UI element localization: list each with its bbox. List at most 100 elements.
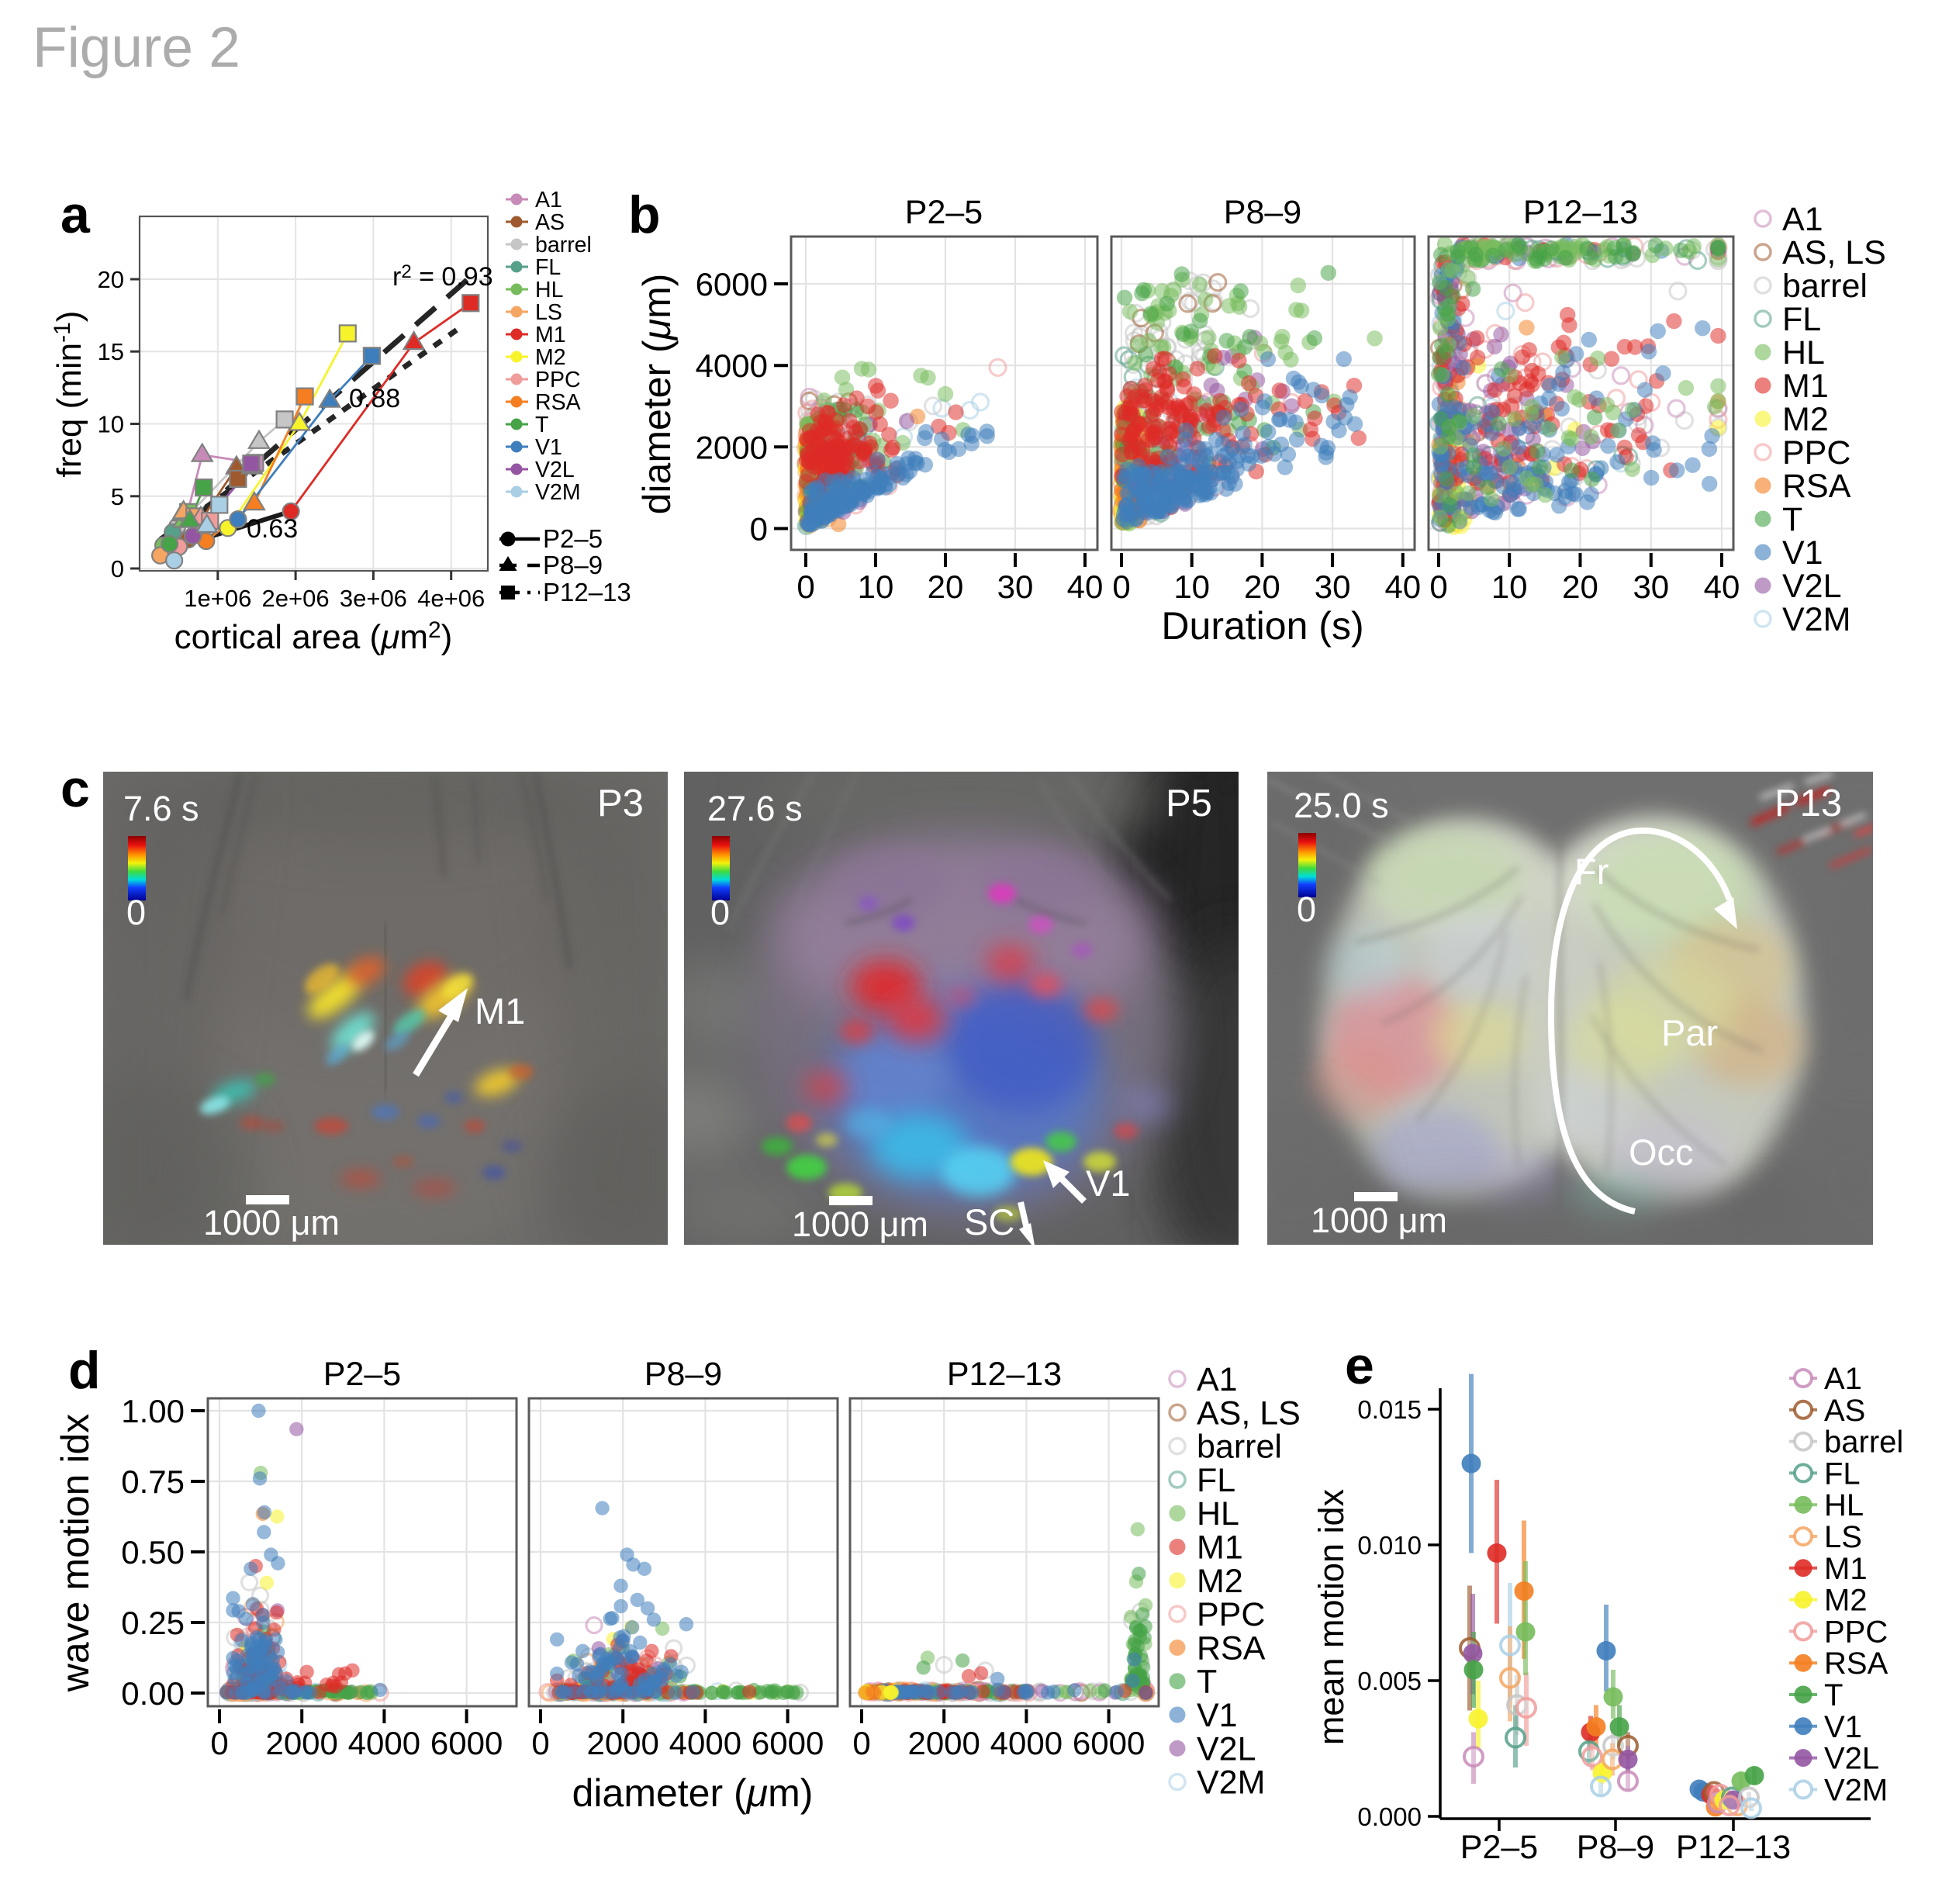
svg-text:V2M: V2M <box>1197 1764 1265 1802</box>
svg-text:b: b <box>628 185 661 244</box>
svg-text:4e+06: 4e+06 <box>417 585 485 612</box>
svg-text:20: 20 <box>1562 568 1598 605</box>
svg-text:40: 40 <box>1384 568 1421 605</box>
svg-text:30: 30 <box>1315 568 1351 605</box>
svg-text:d: d <box>68 1341 101 1400</box>
svg-text:P5: P5 <box>1166 783 1212 824</box>
svg-text:V1: V1 <box>1086 1163 1131 1204</box>
svg-text:0.00: 0.00 <box>121 1675 185 1712</box>
svg-text:diameter (μm): diameter (μm) <box>572 1771 814 1815</box>
svg-text:PPC: PPC <box>1824 1615 1888 1649</box>
svg-text:M1: M1 <box>1782 368 1829 405</box>
svg-text:0: 0 <box>210 1725 228 1761</box>
svg-text:3e+06: 3e+06 <box>340 585 407 612</box>
svg-text:P8–9: P8–9 <box>644 1356 722 1393</box>
svg-text:2000: 2000 <box>696 429 768 465</box>
svg-text:FL: FL <box>535 255 561 280</box>
svg-text:6000: 6000 <box>1073 1725 1145 1761</box>
svg-text:RSA: RSA <box>535 390 581 415</box>
svg-text:RSA: RSA <box>1782 468 1851 505</box>
svg-text:6000: 6000 <box>696 266 768 302</box>
svg-text:10: 10 <box>98 411 124 438</box>
svg-text:A1: A1 <box>1782 201 1823 238</box>
svg-text:20: 20 <box>1244 568 1280 605</box>
svg-text:6000: 6000 <box>752 1725 824 1761</box>
svg-text:barrel: barrel <box>1782 268 1868 305</box>
svg-text:wave motion idx: wave motion idx <box>54 1414 97 1693</box>
svg-text:10: 10 <box>858 568 894 605</box>
svg-text:4000: 4000 <box>990 1725 1063 1761</box>
svg-text:V1: V1 <box>1824 1710 1862 1744</box>
svg-text:M1: M1 <box>1824 1552 1868 1586</box>
svg-text:HL: HL <box>535 278 563 302</box>
svg-text:V2L: V2L <box>1782 568 1842 605</box>
svg-text:PPC: PPC <box>1197 1596 1265 1633</box>
svg-text:T: T <box>535 413 548 437</box>
svg-text:0: 0 <box>852 1725 870 1761</box>
svg-text:0: 0 <box>1429 568 1447 605</box>
svg-text:FL: FL <box>1197 1462 1235 1499</box>
svg-text:6000: 6000 <box>430 1725 503 1761</box>
svg-text:HL: HL <box>1824 1488 1864 1522</box>
svg-text:4000: 4000 <box>669 1725 741 1761</box>
svg-text:AS, LS: AS, LS <box>1782 234 1886 271</box>
svg-text:P13: P13 <box>1774 783 1842 824</box>
svg-text:A1: A1 <box>535 188 562 213</box>
svg-text:AS, LS: AS, LS <box>1197 1394 1301 1432</box>
svg-text:Figure 2: Figure 2 <box>33 16 240 79</box>
svg-text:0.25: 0.25 <box>121 1605 185 1641</box>
svg-text:1000 μm: 1000 μm <box>1311 1201 1447 1240</box>
svg-text:P2–5: P2–5 <box>1460 1829 1538 1866</box>
svg-text:P8–9: P8–9 <box>1224 194 1301 231</box>
svg-text:0.015: 0.015 <box>1357 1395 1422 1424</box>
svg-text:A1: A1 <box>1824 1362 1862 1396</box>
svg-text:0: 0 <box>750 511 768 548</box>
svg-text:0: 0 <box>710 893 730 932</box>
svg-text:cortical area (μm2): cortical area (μm2) <box>175 617 453 656</box>
svg-text:1e+06: 1e+06 <box>184 585 251 612</box>
svg-text:P2–5: P2–5 <box>905 194 983 231</box>
svg-text:c: c <box>60 759 90 818</box>
svg-text:M2: M2 <box>535 345 566 370</box>
svg-text:M1: M1 <box>475 990 525 1031</box>
svg-text:0: 0 <box>126 893 146 932</box>
svg-text:V2M: V2M <box>1824 1773 1888 1807</box>
svg-text:P12–13: P12–13 <box>543 578 631 606</box>
svg-text:PPC: PPC <box>535 368 581 392</box>
svg-text:15: 15 <box>98 338 124 365</box>
svg-text:7.6 s: 7.6 s <box>123 789 199 828</box>
svg-text:40: 40 <box>1704 568 1740 605</box>
svg-text:P2–5: P2–5 <box>323 1356 401 1393</box>
svg-text:4000: 4000 <box>348 1725 420 1761</box>
svg-text:30: 30 <box>997 568 1034 605</box>
svg-text:0.88: 0.88 <box>349 384 400 413</box>
svg-text:T: T <box>1824 1678 1843 1712</box>
svg-text:1.00: 1.00 <box>121 1393 185 1429</box>
svg-text:P8–9: P8–9 <box>543 551 603 579</box>
svg-text:a: a <box>60 185 91 244</box>
svg-text:0.000: 0.000 <box>1357 1802 1422 1831</box>
svg-text:HL: HL <box>1782 334 1825 371</box>
svg-text:M1: M1 <box>535 323 566 347</box>
svg-text:1000 μm: 1000 μm <box>792 1204 928 1244</box>
svg-text:SC: SC <box>964 1201 1014 1242</box>
svg-text:0.010: 0.010 <box>1357 1531 1422 1560</box>
svg-text:diameter (μm): diameter (μm) <box>635 274 679 515</box>
svg-text:M2: M2 <box>1824 1584 1868 1618</box>
svg-text:T: T <box>1197 1664 1217 1701</box>
svg-text:Duration (s): Duration (s) <box>1161 604 1363 648</box>
svg-text:0: 0 <box>1297 890 1316 929</box>
svg-text:FL: FL <box>1824 1457 1861 1491</box>
svg-text:20: 20 <box>928 568 964 605</box>
svg-text:0: 0 <box>111 555 124 582</box>
svg-text:M2: M2 <box>1782 401 1829 438</box>
svg-text:HL: HL <box>1197 1495 1239 1533</box>
svg-text:Occ: Occ <box>1629 1132 1694 1173</box>
svg-text:0.75: 0.75 <box>121 1463 185 1500</box>
svg-text:mean motion idx: mean motion idx <box>1311 1488 1351 1745</box>
svg-text:V2L: V2L <box>1824 1742 1879 1776</box>
svg-text:27.6 s: 27.6 s <box>707 789 803 828</box>
svg-text:P12–13: P12–13 <box>1523 194 1638 231</box>
svg-text:V2L: V2L <box>1197 1730 1256 1768</box>
svg-text:25.0 s: 25.0 s <box>1294 786 1389 825</box>
